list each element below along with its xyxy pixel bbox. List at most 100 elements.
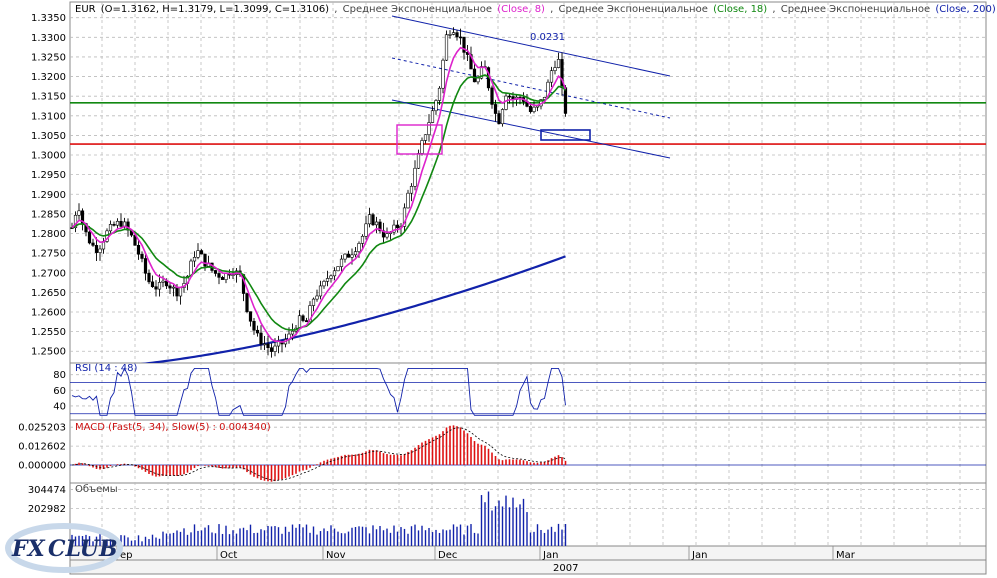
price-tick-label: 1.2900	[31, 190, 66, 201]
candle-body	[150, 281, 155, 288]
candle-body	[248, 311, 253, 322]
candle-body	[203, 253, 207, 267]
candle-body	[332, 270, 337, 277]
candle-body	[77, 210, 81, 216]
candle-body	[87, 231, 92, 244]
macd-signal-line	[71, 427, 566, 481]
symbol: EUR	[75, 4, 96, 15]
candle-body	[553, 67, 557, 71]
candle-body	[157, 282, 162, 290]
candle-body	[360, 235, 365, 244]
price-tick-label: 1.3050	[31, 131, 66, 142]
candle-body	[437, 87, 442, 101]
candle-body	[255, 329, 260, 334]
candle-body	[273, 345, 277, 352]
macd-panel-frame	[69, 419, 987, 484]
channel-annotation: 0.0231	[530, 32, 565, 43]
ema-18-name: Среднее Экспоненциальное	[559, 4, 708, 15]
month-label: Nov	[326, 550, 346, 561]
price-tick-label: 1.2850	[31, 209, 66, 220]
rsi-line	[71, 367, 566, 416]
candle-body	[339, 258, 344, 267]
price-tick-label: 1.3000	[31, 151, 66, 162]
candle-body	[406, 192, 410, 209]
price-tick-label: 1.2700	[31, 268, 66, 279]
candle-body	[136, 244, 141, 255]
ema-200-line	[140, 255, 566, 363]
macd-tick-label: 0.025203	[18, 423, 66, 434]
volume-panel-frame	[69, 482, 987, 547]
price-tick-label: 1.3100	[31, 111, 66, 122]
candle-body	[395, 224, 400, 229]
candle-body	[532, 106, 536, 112]
candle-body	[143, 258, 148, 274]
macd-group	[71, 425, 567, 482]
candle-body	[364, 223, 368, 237]
candle-body	[350, 254, 354, 258]
channel-upper-line	[391, 15, 671, 77]
candle-body	[147, 272, 151, 283]
rsi-tick-label: 80	[53, 370, 66, 381]
candle-body	[161, 280, 165, 283]
ema-200-group	[140, 255, 566, 363]
volume-tick-label: 202982	[28, 504, 66, 515]
candle-body	[252, 320, 256, 331]
channel-lower-line	[391, 99, 671, 159]
candle-body	[430, 110, 435, 123]
candles	[70, 27, 568, 358]
ema-8-params: (Close, 8)	[497, 4, 545, 15]
highlight-box-magenta	[396, 124, 443, 155]
candle-body	[318, 285, 323, 297]
candle-body	[140, 253, 144, 259]
candle-body	[171, 286, 176, 289]
candle-body	[329, 275, 333, 279]
candle-body	[178, 287, 183, 297]
month-label: Jan	[542, 550, 558, 561]
macd-label: MACD (Fast(5, 34), Slow(5) : 0.004340)	[75, 422, 271, 433]
candle-body	[164, 280, 169, 287]
candle-body	[420, 140, 424, 154]
price-tick-label: 1.2500	[31, 347, 66, 358]
candle-body	[297, 315, 302, 329]
candle-body	[119, 220, 123, 227]
candle-body	[444, 34, 449, 61]
volume-group	[71, 491, 567, 546]
candle-body	[402, 207, 407, 227]
candle-body	[259, 332, 263, 345]
svg-text:CLUB: CLUB	[48, 536, 118, 562]
marker-boxes	[396, 124, 591, 155]
candle-body	[367, 214, 372, 225]
price-tick-label: 1.3350	[31, 13, 66, 24]
candle-body	[322, 280, 326, 287]
macd-tick-label: 0.012602	[18, 442, 66, 453]
candle-body	[441, 59, 445, 89]
ema-200-params: (Close, 200)	[935, 4, 996, 15]
candle-body	[325, 278, 330, 282]
candle-body	[385, 233, 389, 238]
candle-body	[192, 257, 197, 262]
candle-body	[301, 315, 305, 321]
candle-body	[409, 186, 414, 194]
candle-body	[472, 68, 477, 83]
candle-body	[448, 34, 452, 36]
candle-body	[528, 106, 533, 112]
price-tick-label: 1.3200	[31, 72, 66, 83]
ema-18-line	[71, 74, 567, 331]
rsi-tick-label: 40	[53, 401, 66, 412]
price-tick-label: 1.2800	[31, 229, 66, 240]
rsi-group	[71, 367, 566, 416]
candle-body	[378, 221, 382, 232]
ohlc-label: (O=1.3162, H=1.3179, L=1.3099, C=1.3106)	[101, 4, 329, 15]
ema-18-params: (Close, 18)	[713, 4, 767, 15]
macd-tick-label: 0.000000	[18, 461, 66, 472]
price-tick-label: 1.3150	[31, 92, 66, 103]
volume-label: Объемы	[75, 484, 118, 495]
candle-body	[262, 343, 267, 346]
candle-body	[290, 330, 295, 335]
candle-body	[458, 36, 463, 39]
candle-body	[490, 87, 494, 105]
price-header: EUR (O=1.3162, H=1.3179, L=1.3099, C=1.3…	[75, 4, 996, 15]
candle-body	[91, 242, 95, 246]
candle-body	[168, 285, 172, 289]
